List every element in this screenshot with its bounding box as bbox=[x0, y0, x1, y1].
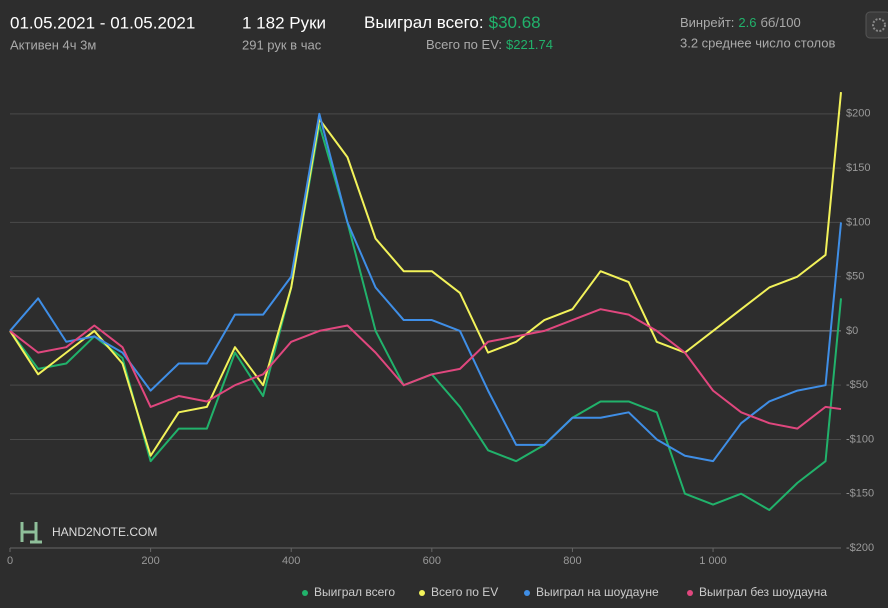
series-line bbox=[9, 112, 842, 463]
y-tick-label: $200 bbox=[846, 108, 870, 120]
y-tick-label: $50 bbox=[846, 271, 864, 283]
watermark: HAND2NOTE.COM bbox=[20, 522, 157, 544]
settings-button[interactable] bbox=[865, 11, 888, 39]
winrate-value: 2.6 bbox=[738, 15, 756, 30]
active: Активен 4ч 3м bbox=[10, 37, 96, 52]
y-tick-label: $100 bbox=[846, 216, 870, 228]
y-tick-label: $150 bbox=[846, 162, 870, 174]
legend-label: Выиграл всего bbox=[314, 585, 395, 599]
settings-box[interactable] bbox=[865, 11, 888, 39]
y-tick-label: -$150 bbox=[846, 488, 874, 500]
x-tick-label: 600 bbox=[423, 555, 441, 567]
legend-marker bbox=[524, 590, 530, 596]
ev-value: $221.74 bbox=[506, 37, 553, 52]
ev-label: Всего по EV: bbox=[426, 37, 502, 52]
hands: 1 182 Руки bbox=[242, 13, 326, 32]
legend-label: Всего по EV bbox=[431, 585, 498, 599]
y-tick-label: $0 bbox=[846, 325, 858, 337]
legend-label: Выиграл на шоудауне bbox=[536, 585, 659, 599]
legend-marker bbox=[687, 590, 693, 596]
x-tick-label: 0 bbox=[7, 555, 13, 567]
ev: Всего по EV: $221.74 bbox=[426, 37, 553, 52]
won: Выиграл всего: $30.68 bbox=[364, 13, 541, 32]
y-tick-label: -$200 bbox=[846, 542, 874, 554]
y-tick-label: -$50 bbox=[846, 379, 868, 391]
won-label: Выиграл всего: bbox=[364, 13, 484, 32]
x-tick-label: 800 bbox=[563, 555, 581, 567]
hands-per-hour: 291 рук в час bbox=[242, 37, 322, 52]
logo bbox=[20, 522, 42, 544]
winrate: Винрейт: 2.6 бб/100 bbox=[680, 15, 801, 30]
series-line bbox=[9, 92, 842, 457]
y-tick-label: -$100 bbox=[846, 433, 874, 445]
dates: 01.05.2021 - 01.05.2021 bbox=[10, 13, 195, 32]
x-tick-label: 200 bbox=[141, 555, 159, 567]
legend-marker bbox=[419, 590, 425, 596]
watermark-text: HAND2NOTE.COM bbox=[52, 525, 157, 539]
tables: 3.2 среднее число столов bbox=[680, 35, 836, 50]
won-value: $30.68 bbox=[489, 13, 541, 32]
series-line bbox=[9, 308, 842, 430]
x-tick-label: 400 bbox=[282, 555, 300, 567]
gear-icon[interactable] bbox=[872, 18, 886, 32]
legend-label: Выиграл без шоудауна bbox=[699, 585, 827, 599]
x-tick-label: 1 000 bbox=[699, 555, 727, 567]
legend-marker bbox=[302, 590, 308, 596]
winrate-unit: бб/100 bbox=[760, 15, 800, 30]
winrate-label: Винрейт: bbox=[680, 15, 734, 30]
